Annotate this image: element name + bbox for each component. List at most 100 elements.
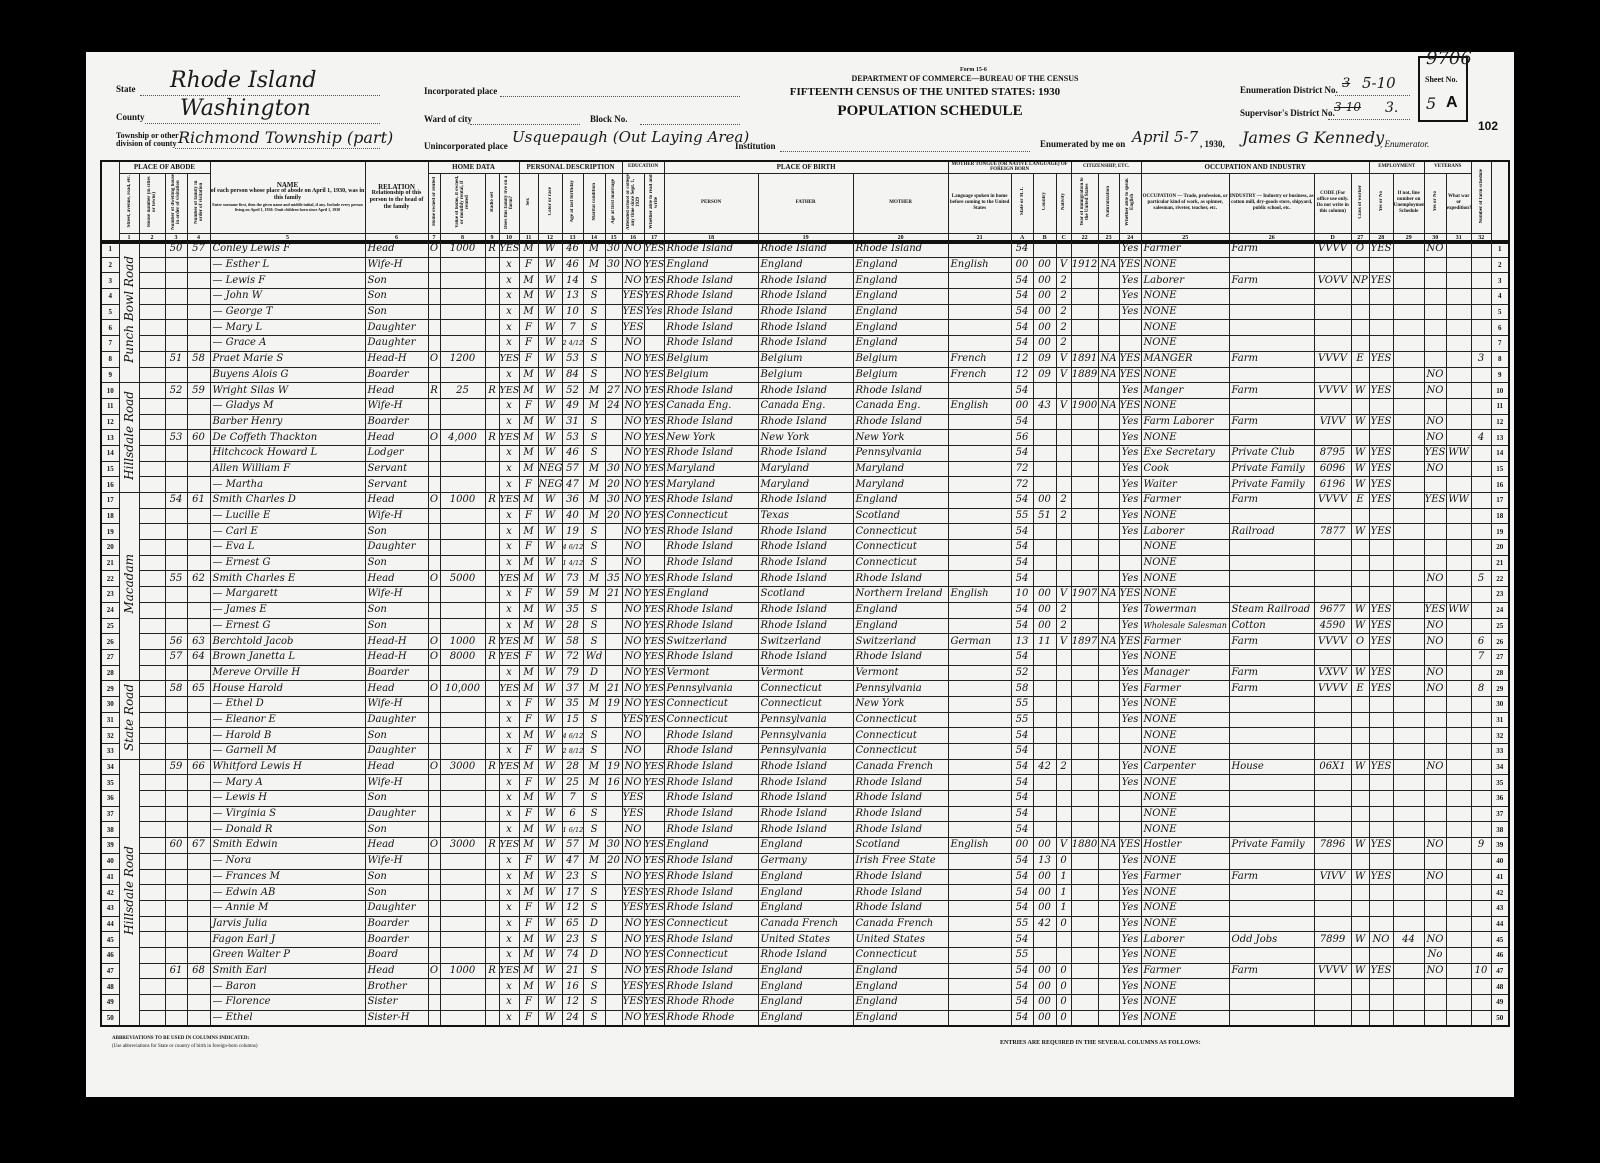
- cell-value: 5000: [439, 570, 486, 588]
- cell-naturalization: [1097, 507, 1120, 525]
- cell-code-b: [1032, 648, 1057, 666]
- cell-birth-mother: Canada Eng.: [852, 397, 949, 415]
- sheet-label: Sheet No.: [1425, 75, 1458, 84]
- subheader-school: Attended school or college any time sinc…: [621, 172, 645, 234]
- cell-owned: [427, 931, 441, 948]
- cell-war: [1445, 256, 1472, 274]
- cell-code-c: [1055, 476, 1072, 493]
- cell-birth-mother: England: [852, 303, 949, 321]
- cell-code-a: 54: [1010, 617, 1034, 635]
- cell-code-a: 54: [1010, 962, 1034, 980]
- cell-age: 13: [561, 288, 584, 305]
- cell-occ-code: [1313, 397, 1352, 415]
- cell-industry: [1228, 1009, 1315, 1027]
- cell-marital: S: [582, 727, 606, 744]
- cell-age: 57: [561, 460, 584, 478]
- cell-birth-father: England: [757, 256, 854, 274]
- cell-radio: [484, 852, 500, 870]
- cell-owned: [427, 711, 441, 729]
- cell-relation: Boarder: [364, 366, 429, 384]
- cell-industry: [1228, 915, 1315, 933]
- cell-occ-code: 9677: [1313, 601, 1352, 619]
- cell-house: [138, 852, 166, 870]
- cell-dwelling: [164, 335, 188, 352]
- cell-family: [186, 727, 211, 744]
- cell-owned: [427, 586, 441, 603]
- subheader-label: Sex: [526, 197, 532, 206]
- cell-english: Yes: [1118, 476, 1142, 493]
- cell-english: Yes: [1118, 695, 1142, 713]
- cell-occupation: NONE: [1140, 288, 1230, 305]
- cell-age-marriage: [604, 962, 623, 980]
- line-number: 45: [100, 931, 120, 948]
- cell-farm-schedule: [1470, 868, 1492, 886]
- cell-age: 28: [561, 758, 584, 776]
- street-name: Punch Bowl Road: [118, 240, 140, 384]
- street-label: Hillsdale Road: [122, 845, 136, 935]
- table-row: 24— James E Son x M W 35 S NO YES Rhode Island Rho…: [100, 601, 1510, 619]
- sheet-number: 5: [1426, 94, 1437, 113]
- cell-value: [439, 1009, 486, 1027]
- cell-occ-code: VOVV: [1313, 272, 1352, 290]
- cell-dwelling: [164, 256, 188, 274]
- cell-farm: x: [498, 915, 520, 933]
- cell-owned: [427, 554, 441, 572]
- cell-veteran: [1423, 743, 1447, 760]
- cell-family: [186, 852, 211, 870]
- subheader-label: Year of immigration to the United States: [1079, 177, 1090, 226]
- cell-school: NO: [621, 335, 645, 352]
- group-home-data: HOME DATA: [427, 160, 520, 174]
- cell-marital: M: [582, 492, 606, 509]
- cell-farm: YES: [498, 382, 520, 399]
- cell-dwelling: 50: [164, 240, 188, 258]
- cell-industry: [1228, 256, 1315, 274]
- cell-war: [1445, 743, 1472, 760]
- cell-farm-schedule: [1470, 303, 1492, 321]
- cell-age: 23: [561, 868, 584, 886]
- cell-code-c: [1055, 444, 1072, 462]
- table-row: 22 55 62 Smith Charles E Head O 5000 YES M W 73 M 35…: [100, 570, 1510, 588]
- cell-dwelling: [164, 617, 188, 635]
- cell-relation: Daughter: [364, 319, 429, 337]
- cell-sex: M: [518, 382, 539, 399]
- cell-age: 28: [561, 617, 584, 635]
- cell-value: [439, 601, 486, 619]
- cell-race: W: [537, 272, 563, 290]
- cell-war: [1445, 868, 1472, 886]
- cell-industry: [1228, 507, 1315, 525]
- cell-farm: YES: [498, 570, 520, 588]
- cell-sex: F: [518, 852, 539, 870]
- cell-family: [186, 868, 211, 886]
- cell-family: [186, 256, 211, 274]
- cell-owned: [427, 915, 441, 933]
- cell-age: 72: [561, 648, 584, 666]
- cell-unemp-line: [1392, 648, 1425, 666]
- cell-language: [947, 382, 1012, 399]
- cell-at-work: [1368, 507, 1394, 525]
- cell-age: 15: [561, 711, 584, 729]
- cell-family: 58: [186, 350, 211, 368]
- cell-marital: S: [582, 554, 606, 572]
- cell-veteran: [1423, 288, 1447, 305]
- cell-war: [1445, 633, 1472, 650]
- cell-code-b: [1032, 727, 1057, 744]
- cell-language: English: [947, 837, 1012, 854]
- cell-marital: S: [582, 272, 606, 290]
- cell-code-b: 00: [1032, 256, 1057, 274]
- cell-unemp-line: [1392, 366, 1425, 384]
- cell-farm-schedule: [1470, 444, 1492, 462]
- cell-house: [138, 711, 166, 729]
- cell-race: W: [537, 319, 563, 337]
- cell-code-c: [1055, 805, 1072, 823]
- table-row: 8 51 58 Praet Marie S Head-H O 1200 YES F W 53 S NO Y…: [100, 350, 1510, 368]
- cell-house: [138, 915, 166, 933]
- cell-code-a: 54: [1010, 805, 1034, 823]
- cell-birth-mother: Connecticut: [852, 539, 949, 556]
- cell-marital: D: [582, 946, 606, 964]
- cell-language: [947, 695, 1012, 713]
- cell-race: W: [537, 899, 563, 917]
- cell-owned: [427, 335, 441, 352]
- cell-birth-person: Connecticut: [663, 915, 759, 933]
- cell-language: [947, 884, 1012, 901]
- cell-farm: YES: [498, 240, 520, 258]
